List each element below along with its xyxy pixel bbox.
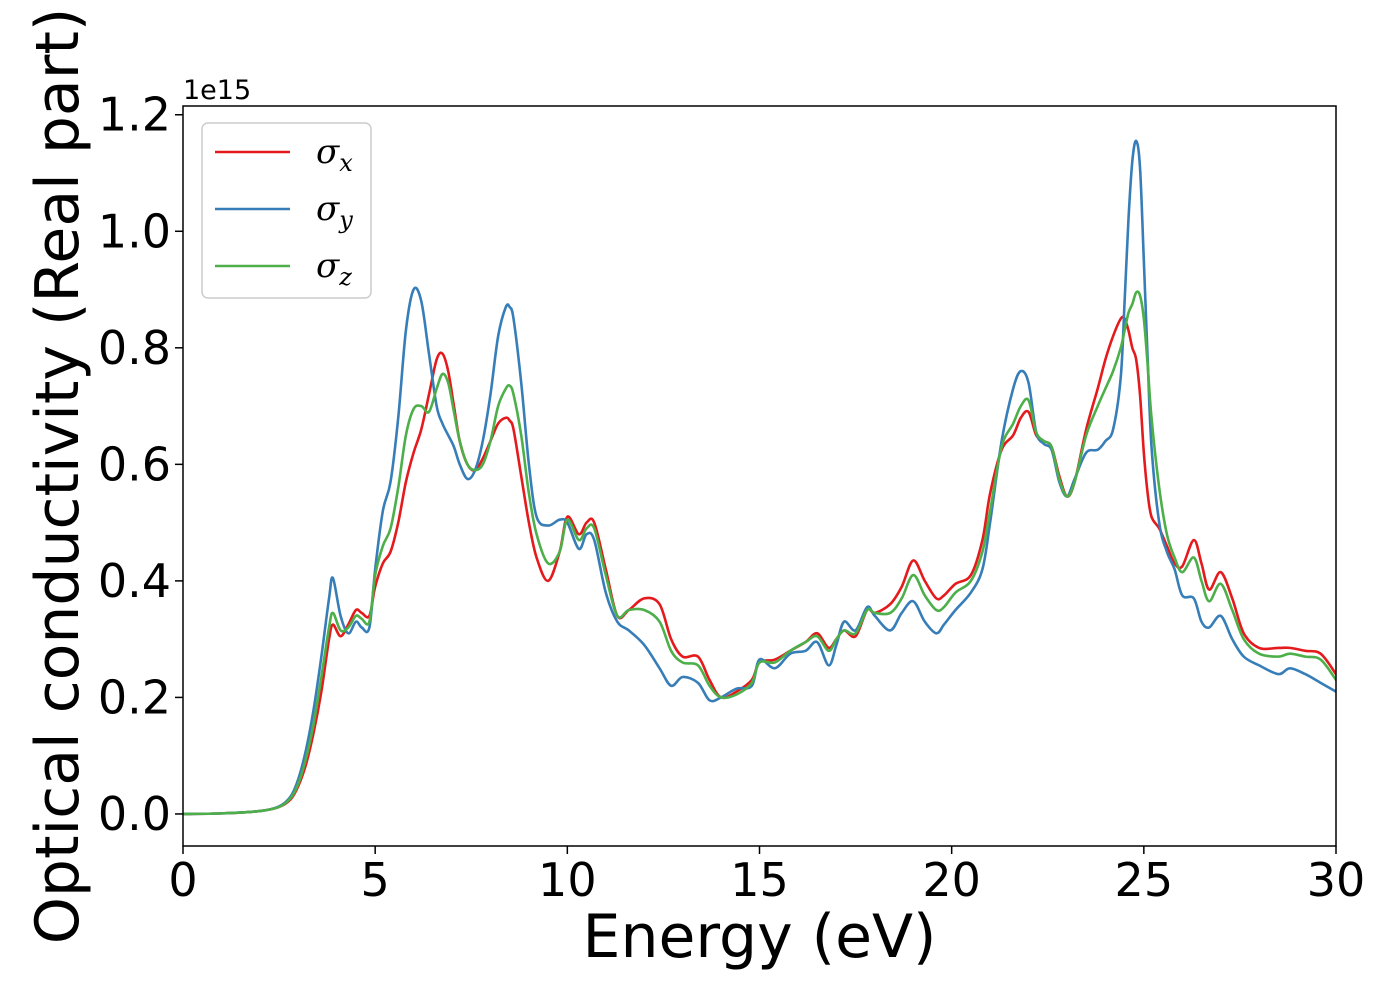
- y-axis-label: Optical conductivity (Real part): [23, 8, 93, 945]
- x-tick-label: 30: [1307, 853, 1366, 907]
- series-layer: [183, 139, 1336, 816]
- x-tick-label: 20: [922, 853, 981, 907]
- x-axis: 0 5 10 15 20 25 30: [168, 846, 1365, 907]
- y-tick-label: 1.0: [98, 204, 171, 258]
- series-line-y: [183, 139, 1336, 816]
- x-tick-label: 25: [1115, 853, 1174, 907]
- x-tick-label: 10: [538, 853, 597, 907]
- x-tick-label: 0: [168, 853, 197, 907]
- x-tick-label: 15: [730, 853, 789, 907]
- y-tick-label: 0.0: [98, 787, 171, 841]
- x-axis-label: Energy (eV): [583, 902, 937, 972]
- legend-label-y: σy: [316, 189, 353, 234]
- y-tick-label: 0.8: [98, 321, 171, 375]
- legend-box: [201, 122, 372, 299]
- x-tick-label: 5: [361, 853, 390, 907]
- y-tick-label: 1.2: [98, 88, 171, 142]
- legend: σx σy σz: [201, 122, 372, 299]
- series-line-x: [183, 315, 1336, 816]
- legend-label-z: σz: [316, 246, 352, 291]
- legend-label-x: σx: [316, 132, 353, 177]
- y-offset-text: 1e15: [183, 75, 251, 106]
- y-tick-label: 0.6: [98, 437, 171, 491]
- series-line-z: [183, 290, 1336, 816]
- y-tick-label: 0.2: [98, 670, 171, 724]
- y-axis: 0.0 0.2 0.4 0.6 0.8 1.0 1.2: [98, 88, 183, 841]
- y-tick-label: 0.4: [98, 554, 171, 608]
